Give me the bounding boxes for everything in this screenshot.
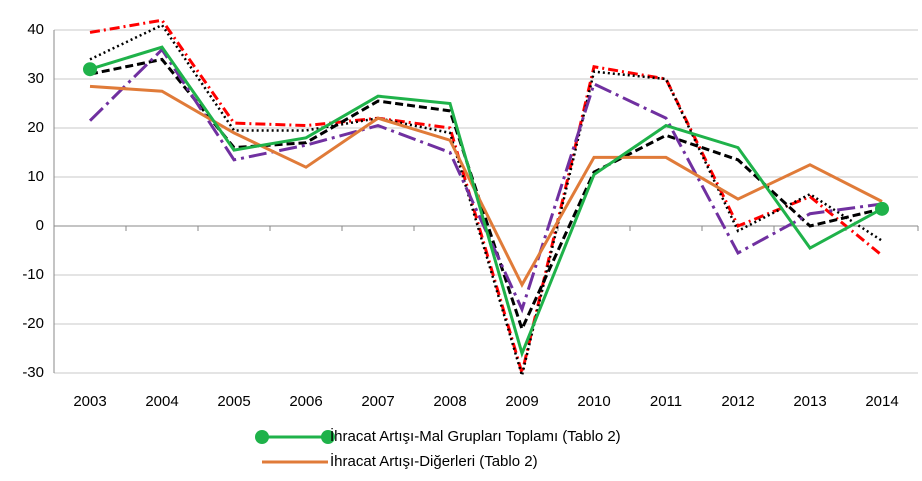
x-tick-label: 2014	[865, 393, 898, 410]
y-tick-label: 10	[27, 168, 44, 185]
y-tick-label: -20	[22, 315, 44, 332]
y-tick-label: 20	[27, 119, 44, 136]
x-tick-label: 2003	[73, 393, 106, 410]
y-tick-label: -30	[22, 364, 44, 381]
series-line	[89, 18, 883, 379]
x-tick-label: 2004	[145, 393, 178, 410]
series-line	[89, 45, 883, 359]
x-tick-label: 2013	[793, 393, 826, 410]
x-tick-label: 2007	[361, 393, 394, 410]
legend-marker	[255, 430, 269, 444]
x-tick-label: 2012	[721, 393, 754, 410]
x-tick-label: 2005	[217, 393, 250, 410]
x-tick-label: 2008	[433, 393, 466, 410]
legend-label: İhracat Artışı-Mal Grupları Toplamı (Tab…	[330, 427, 621, 445]
legend-label: İhracat Artışı-Diğerleri (Tablo 2)	[330, 452, 538, 470]
x-tick-label: 2010	[577, 393, 610, 410]
x-tick-label: 2011	[650, 393, 682, 410]
x-tick-label: 2009	[505, 393, 538, 410]
series-line	[89, 84, 883, 288]
y-tick-label: -10	[22, 266, 44, 283]
x-tick-label: 2006	[289, 393, 322, 410]
end-marker	[875, 201, 889, 216]
series-line	[89, 57, 883, 333]
legend-marker	[321, 430, 335, 444]
y-tick-label: 0	[36, 217, 44, 234]
y-tick-label: 30	[27, 70, 44, 87]
y-tick-label: 40	[27, 21, 44, 38]
end-marker	[83, 62, 97, 77]
series-line	[89, 23, 883, 381]
